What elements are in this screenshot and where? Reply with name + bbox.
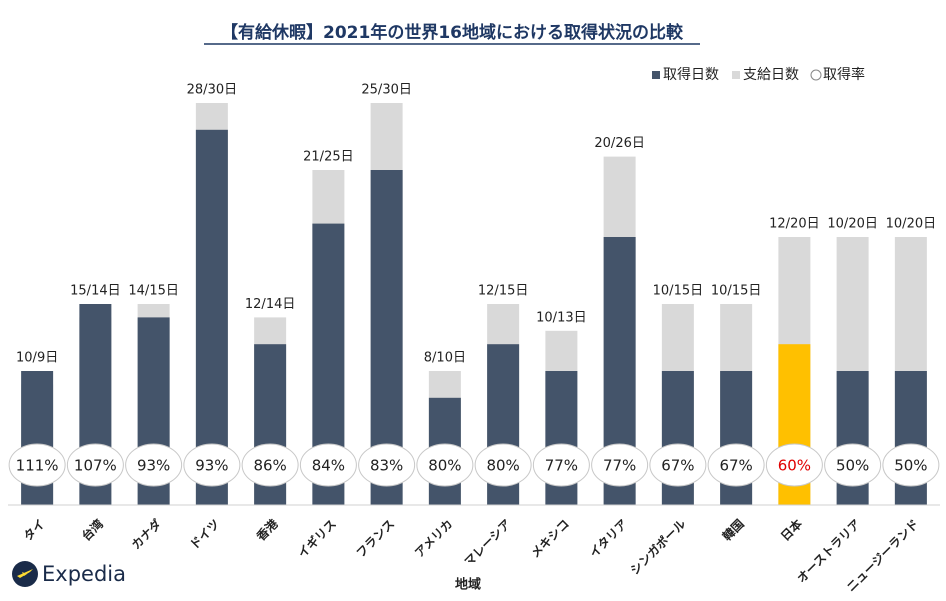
rate-bubble: [183, 443, 241, 487]
bar-label: 28/30日: [187, 83, 237, 98]
bar-label: 10/15日: [711, 284, 761, 299]
bar-label: 12/14日: [245, 297, 295, 312]
rate-bubble: [66, 443, 124, 487]
x-tick-label: タイ: [21, 517, 48, 544]
rate-label: 84%: [312, 457, 345, 475]
bar-label: 21/25日: [303, 150, 353, 165]
x-tick-label: 香港: [252, 515, 281, 544]
bar-label: 10/13日: [536, 310, 586, 325]
x-tick-label: メキシコ: [528, 517, 572, 561]
x-tick-label: イタリア: [587, 517, 631, 561]
rate-label: 77%: [603, 457, 636, 475]
rate-label: 67%: [719, 457, 752, 475]
rate-label: 50%: [836, 457, 869, 475]
rate-bubble: [591, 443, 649, 487]
bar-label: 20/26日: [594, 136, 644, 151]
bar-label: 10/20日: [886, 217, 936, 232]
bar-label: 15/14日: [70, 284, 120, 299]
rate-label: 83%: [370, 457, 403, 475]
rate-bubble: [241, 443, 299, 487]
rate-label: 80%: [428, 457, 461, 475]
legend-swatch: [652, 71, 660, 79]
rate-bubble: [882, 443, 940, 487]
legend-label: 取得率: [823, 66, 865, 83]
legend-label: 取得日数: [663, 66, 719, 83]
bar-label: 10/20日: [827, 217, 877, 232]
rate-label: 67%: [661, 457, 694, 475]
rate-bubble: [125, 443, 183, 487]
bar-label: 10/15日: [653, 284, 703, 299]
logo-text: Expedia: [42, 562, 126, 586]
bar-label: 14/15日: [128, 284, 178, 299]
rate-bubble: [299, 443, 357, 487]
x-axis-title: 地域: [455, 577, 481, 593]
x-tick-label: 日本: [777, 516, 805, 544]
rate-label: 111%: [16, 457, 59, 475]
taken-bar: [195, 129, 228, 506]
legend-swatch: [732, 71, 740, 79]
bar-label: 12/15日: [478, 284, 528, 299]
rate-label: 77%: [545, 457, 578, 475]
rate-label: 93%: [195, 457, 228, 475]
x-tick-label: フランス: [354, 517, 398, 561]
logo-plane: [17, 569, 33, 578]
rate-label: 80%: [486, 457, 519, 475]
rate-bubble: [474, 443, 532, 487]
x-tick-label: 台湾: [78, 516, 106, 544]
x-tick-label: 韓国: [719, 516, 747, 544]
rate-bubble: [649, 443, 707, 487]
x-tick-label: シンガポール: [627, 516, 689, 578]
rate-label: 60%: [778, 457, 811, 475]
x-tick-label: ドイツ: [187, 517, 222, 552]
rate-bubble: [358, 443, 416, 487]
bar-label: 8/10日: [424, 351, 466, 366]
x-tick-label: カナダ: [128, 516, 164, 552]
legend-swatch: [810, 69, 822, 81]
rate-bubble: [824, 443, 882, 487]
rate-bubble: [532, 443, 590, 487]
x-tick-label: マレーシア: [462, 517, 514, 569]
rate-label: 86%: [253, 457, 286, 475]
rate-bubble: [765, 443, 823, 487]
rate-bubble: [8, 443, 66, 487]
bar-label: 12/20日: [769, 217, 819, 232]
rate-label: 50%: [894, 457, 927, 475]
rate-label: 93%: [137, 457, 170, 475]
bar-label: 25/30日: [361, 83, 411, 98]
rate-label: 107%: [74, 457, 117, 475]
legend-label: 支給日数: [743, 67, 799, 83]
x-tick-label: イギリス: [294, 516, 339, 561]
chart-title: 【有給休暇】2021年の世界16地域における取得状況の比較: [221, 22, 684, 43]
rate-bubble: [707, 443, 765, 487]
rate-bubble: [416, 443, 474, 487]
bar-label: 10/9日: [16, 351, 58, 366]
x-tick-label: アメリカ: [412, 517, 455, 560]
logo: Expedia: [12, 561, 126, 587]
